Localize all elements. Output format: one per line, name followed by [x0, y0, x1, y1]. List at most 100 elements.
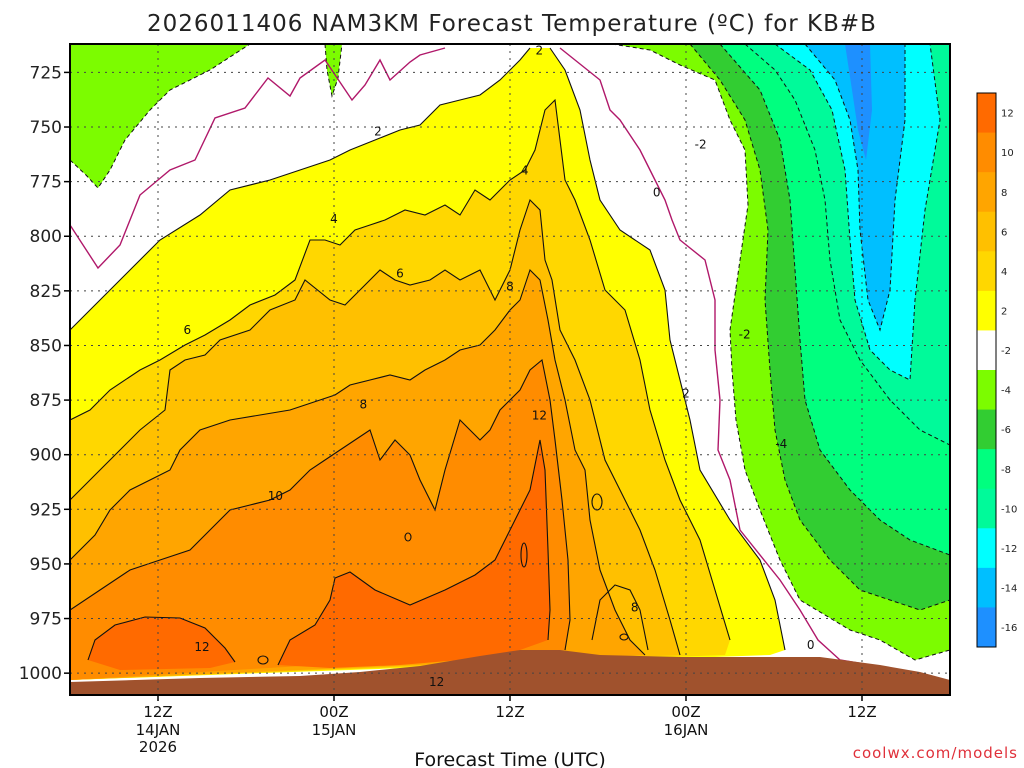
y-tick-label: 875: [30, 391, 62, 411]
colorbar-label: -6: [1001, 425, 1011, 436]
colorbar-label: -16: [1001, 623, 1017, 634]
isotherm-zero-left: [70, 47, 446, 270]
credit-link[interactable]: coolwx.com/models: [853, 744, 1018, 762]
contour-label: 8: [360, 397, 368, 411]
isotherm-minus-6: [719, 44, 950, 556]
x-tick-sublabel: 14JAN: [136, 721, 181, 739]
isotherm-8: [70, 268, 646, 656]
contour-label: -2: [695, 137, 707, 151]
contour-label: 2: [682, 387, 690, 401]
colorbar-swatch: [977, 488, 996, 529]
upper-left-green-patch: [70, 44, 250, 188]
colorbar-swatch: [977, 567, 996, 608]
colorbar-swatch: [977, 607, 996, 648]
colorbar-swatch: [977, 409, 996, 450]
colorbar-label: -2: [1001, 346, 1011, 357]
isotherm-small-closed-4: [257, 655, 269, 665]
band-minus-12-to-minus-14: [805, 44, 905, 330]
colorbar-label: -12: [1001, 544, 1017, 555]
colorbar-frame: [976, 92, 997, 648]
y-tick-label: 975: [30, 610, 62, 630]
contour-label: 2: [536, 44, 544, 58]
zero-isotherm-lines: [70, 47, 901, 671]
colorbar-label: 10: [1001, 148, 1014, 159]
contour-label: -2: [739, 328, 751, 342]
colorbar-label: 8: [1001, 188, 1007, 199]
negative-isotherm-lines: [70, 44, 950, 661]
colorbar-swatch: [977, 370, 996, 411]
isotherm-minus-2-upper-left: [70, 44, 251, 189]
colorbar-swatch: [977, 449, 996, 490]
contour-label: 4: [330, 212, 338, 226]
isotherm-zero-right: [559, 47, 901, 671]
colorbar-label: -8: [1001, 465, 1011, 476]
x-tick-label: 12Z: [143, 703, 172, 721]
isotherm-6: [70, 198, 681, 656]
y-tick-label: 750: [30, 118, 62, 138]
colorbar-swatch: [977, 132, 996, 173]
contour-label: 10: [268, 489, 283, 503]
y-tick-label: 775: [30, 173, 62, 193]
isotherm-minus-4: [689, 44, 950, 611]
x-axis-label: Forecast Time (UTC): [414, 749, 605, 768]
y-tick-label: 800: [30, 227, 62, 247]
y-tick-label: 950: [30, 555, 62, 575]
band-below-minus-14: [845, 44, 872, 160]
upper-mid-green-patch: [325, 44, 342, 96]
colorbar-label: -14: [1001, 584, 1017, 595]
colorbar: 12 10 8 6 4 2 -2 -4 -6 -8 -10 -12 -14 -16: [976, 92, 1017, 648]
contour-label: 12: [429, 675, 444, 689]
x-tick-sublabel: 2026: [139, 738, 177, 756]
contour-label: 4: [521, 164, 529, 178]
isotherm-minus-8: [744, 44, 950, 446]
x-tick-label: 12Z: [847, 703, 876, 721]
x-tick-label: 00Z: [319, 703, 348, 721]
colorbar-swatch: [977, 251, 996, 292]
contour-labels: 2 2 4 4 6 6 8 8 12 10 12 12 8 2 0 -2 -2 -4 0: [184, 44, 815, 689]
x-tick-label: 00Z: [671, 703, 700, 721]
chart-title: 2026011406 NAM3KM Forecast Temperature (…: [147, 11, 877, 37]
contour-label: 0: [807, 638, 815, 652]
colorbar-swatch: [977, 528, 996, 569]
colorbar-label: 12: [1001, 109, 1014, 120]
contour-label: 8: [631, 601, 639, 615]
isotherm-minus-2: [611, 44, 950, 661]
isotherm-12-left: [87, 616, 236, 663]
isotherm-8-loop: [591, 584, 649, 651]
y-tick-label: 925: [30, 500, 62, 520]
contour-label: 6: [184, 323, 192, 337]
x-tick-label: 12Z: [495, 703, 524, 721]
colorbar-swatch: [977, 211, 996, 252]
isotherm-small-closed-1: [591, 493, 603, 511]
x-tick-sublabel: 16JAN: [664, 721, 709, 739]
contour-label: 6: [396, 266, 404, 280]
y-tick-label: 825: [30, 282, 62, 302]
colorbar-label: 6: [1001, 227, 1007, 238]
band-above-12-center: [278, 440, 550, 668]
isotherm-lines: [70, 47, 786, 666]
isotherm-minus-10: [774, 44, 941, 381]
isotherm-10: [70, 358, 571, 651]
isotherm-12-center: [277, 439, 551, 666]
contour-label: -4: [775, 437, 787, 451]
y-tick-label: 725: [30, 63, 62, 83]
y-axis-pressure: 725 750 775 800 825 850 875 900 925 950 975 1000: [19, 63, 70, 684]
y-tick-label: 900: [30, 446, 62, 466]
colorbar-swatch: [977, 172, 996, 213]
colorbar-label: 2: [1001, 307, 1007, 318]
contour-label: 2: [374, 124, 382, 138]
colorbar-swatch: [977, 290, 996, 331]
colorbar-swatch: [977, 93, 996, 134]
isotherm-4: [70, 98, 731, 641]
isotherm-small-closed-2: [520, 542, 528, 568]
colorbar-label: 4: [1001, 267, 1007, 278]
colorbar-label: -10: [1001, 504, 1017, 515]
isotherm-2: [70, 47, 786, 651]
y-tick-label: 1000: [19, 664, 62, 684]
contour-label: 8: [506, 279, 514, 293]
band-above-12-left: [88, 617, 235, 670]
y-tick-label: 850: [30, 336, 62, 356]
isotherm-small-closed-5: [619, 633, 629, 641]
